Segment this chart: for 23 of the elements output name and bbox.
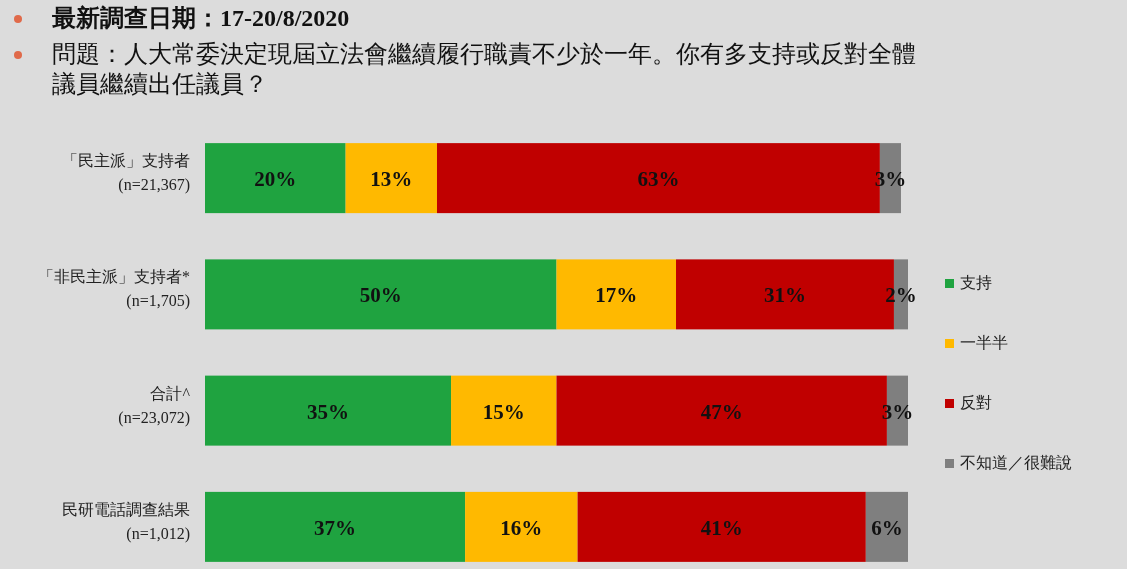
y-tick-label: 「非民主派」支持者* (n=1,705) [38, 268, 190, 311]
data-label: 13% [370, 167, 413, 192]
legend-label: 一半半 [960, 333, 1008, 352]
y-tick-label: 民研電話調查結果 (n=1,012) [62, 500, 190, 543]
data-label: 15% [482, 399, 525, 424]
chart-title: 最新調查日期：17-20/8/2020 [51, 5, 350, 31]
data-label: 41% [700, 515, 743, 540]
data-label: 20% [254, 167, 297, 192]
legend-label: 不知道／很難說 [960, 453, 1072, 472]
data-label: 17% [595, 283, 638, 308]
data-label: 6% [871, 515, 903, 540]
chart-subtitle: 問題：人大常委決定現屆立法會繼續履行職責不少於一年。你有多支持或反對全體議員繼續出任議員？ [52, 40, 916, 98]
data-label: 31% [763, 283, 806, 308]
data-label: 47% [700, 399, 743, 424]
data-label: 63% [637, 167, 680, 192]
data-label: 16% [500, 515, 543, 540]
data-label: 50% [359, 283, 402, 308]
y-tick-label: 合計^ (n=23,072) [118, 384, 191, 427]
y-tick-label: 「民主派」支持者 (n=21,367) [62, 152, 190, 195]
data-label: 37% [314, 515, 357, 540]
legend-label: 支持 [960, 273, 992, 292]
data-label: 35% [307, 399, 350, 424]
legend-label: 反對 [960, 393, 992, 412]
